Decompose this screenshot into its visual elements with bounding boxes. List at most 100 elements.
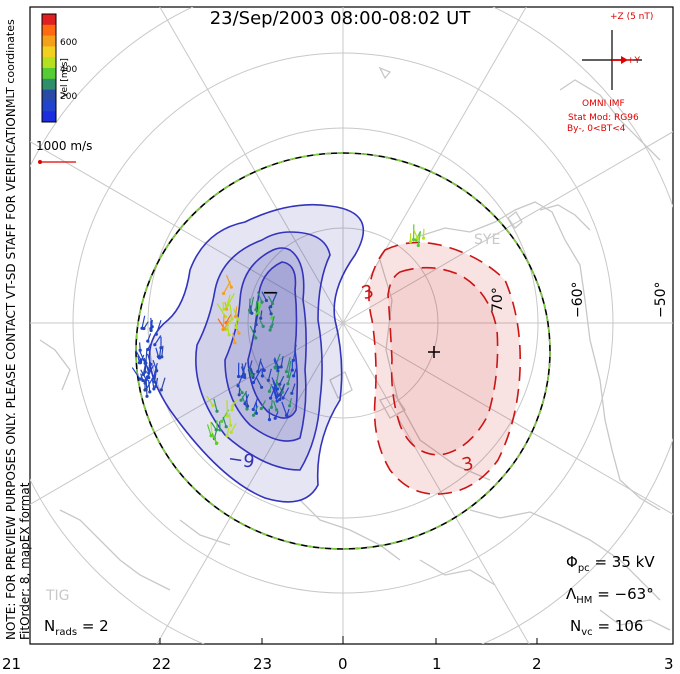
velocity-vector-origin bbox=[237, 393, 241, 397]
velocity-vector-origin bbox=[230, 408, 234, 412]
velocity-vector-origin bbox=[264, 298, 268, 303]
velocity-vector-origin bbox=[224, 307, 229, 311]
nrads-sub: rads bbox=[55, 627, 78, 638]
velocity-vector bbox=[256, 291, 263, 303]
velocity-vector-origin bbox=[269, 325, 273, 329]
velocity-vector bbox=[141, 315, 146, 329]
velocity-vector-origin bbox=[242, 373, 247, 377]
nvc-sub: vc bbox=[581, 627, 593, 638]
velocity-vector-origin bbox=[225, 414, 229, 418]
reference-vector bbox=[38, 160, 76, 164]
mlt-label-22: 22 bbox=[152, 655, 172, 673]
velocity-vector-origin bbox=[153, 343, 157, 347]
preview-notice: NOTE: FOR PREVIEW PURPOSES ONLY. PLEASE … bbox=[4, 104, 18, 640]
velocity-vector-origin bbox=[237, 331, 241, 335]
velocity-vector-origin bbox=[137, 361, 142, 365]
mlt-label-2: 2 bbox=[532, 655, 542, 673]
velocity-vector-origin bbox=[290, 368, 294, 372]
velocity-vector-origin bbox=[267, 389, 271, 393]
velocity-vector-origin bbox=[215, 409, 219, 413]
velocity-vector-origin bbox=[236, 384, 240, 388]
velocity-vector bbox=[282, 387, 290, 399]
velocity-vector-origin bbox=[292, 374, 296, 378]
velocity-vector-origin bbox=[243, 402, 247, 406]
velocity-vector bbox=[222, 416, 227, 427]
velocity-vector bbox=[292, 344, 297, 361]
latitude-label-70: 70° bbox=[490, 287, 506, 312]
velocity-vector bbox=[211, 432, 218, 444]
mlt-label-0: 0 bbox=[338, 655, 348, 673]
coastlines bbox=[39, 66, 671, 631]
velocity-vector-origin bbox=[257, 310, 261, 315]
velocity-vector-origin bbox=[251, 407, 255, 412]
velocity-vector-origin bbox=[276, 369, 280, 373]
velocity-vector bbox=[240, 390, 248, 401]
velocity-vector bbox=[272, 380, 279, 396]
velocity-vector-origin bbox=[416, 243, 420, 248]
velocity-vector-origin bbox=[278, 393, 282, 397]
latitude-label-60: −60° bbox=[570, 281, 586, 318]
mlt-tick-marks bbox=[159, 636, 538, 644]
velocity-vector-origin bbox=[267, 418, 272, 422]
velocity-vector bbox=[280, 356, 284, 368]
colorbar-tick-400: 400 bbox=[60, 65, 78, 75]
velocity-vector-origin bbox=[211, 404, 215, 408]
hm-value: = −63° bbox=[597, 585, 654, 603]
velocity-vector bbox=[287, 360, 292, 377]
velocity-vector-origin bbox=[234, 325, 238, 330]
velocity-vector bbox=[225, 313, 233, 324]
velocity-vector-origin bbox=[269, 405, 273, 409]
reference-vector-label: 1000 m/s bbox=[36, 139, 93, 153]
velocity-vector-origin bbox=[281, 396, 285, 400]
velocity-vector-origin bbox=[421, 236, 426, 240]
potential-sub: pc bbox=[577, 563, 590, 574]
velocity-vector bbox=[241, 363, 246, 375]
velocity-vector bbox=[232, 332, 236, 343]
colorbar-segment bbox=[42, 78, 56, 90]
velocity-vector-origin bbox=[275, 387, 280, 391]
velocity-vector bbox=[228, 413, 232, 426]
velocity-vector bbox=[287, 370, 292, 384]
velocity-vector-origin bbox=[237, 374, 241, 379]
velocity-vector-origin bbox=[224, 425, 228, 429]
hm-sub: HM bbox=[576, 595, 593, 606]
page-title: 23/Sep/2003 08:00-08:02 UT bbox=[209, 8, 471, 29]
velocity-vector-origin bbox=[288, 404, 292, 408]
velocity-vector bbox=[248, 360, 253, 371]
velocity-vector-origin bbox=[412, 238, 416, 242]
velocity-vector bbox=[213, 398, 218, 412]
velocity-vector-origin bbox=[408, 240, 412, 244]
velocity-vector bbox=[161, 345, 164, 357]
contour-label-negative: −9 bbox=[226, 448, 256, 473]
cross-polar-potential: Φpc = 35 kV bbox=[566, 553, 655, 574]
velocity-vector-origin bbox=[233, 341, 237, 345]
velocity-vectors bbox=[131, 224, 426, 445]
velocity-vector-origin bbox=[138, 377, 142, 381]
velocity-vector bbox=[153, 362, 158, 377]
velocity-vector-origin bbox=[270, 316, 274, 320]
velocity-vector-origin bbox=[276, 365, 280, 369]
velocity-vector-origin bbox=[254, 411, 258, 415]
vector-count: Nvc = 106 bbox=[570, 617, 643, 638]
velocity-vector-origin bbox=[233, 315, 237, 319]
velocity-vector-origin bbox=[160, 355, 164, 359]
velocity-vector-origin bbox=[154, 332, 158, 336]
colorbar-segment bbox=[42, 24, 56, 36]
velocity-vector bbox=[217, 318, 225, 330]
colorbar-segment bbox=[42, 89, 56, 101]
imf-z-label: +Z (5 nT) bbox=[610, 12, 654, 22]
velocity-vector-origin bbox=[284, 370, 288, 374]
velocity-vector-origin bbox=[260, 374, 264, 378]
velocity-vector bbox=[135, 350, 142, 361]
fitorder-label: FitOrder: 8, mapEX format bbox=[18, 482, 32, 640]
velocity-vector bbox=[270, 316, 275, 328]
colorbar-tick-600: 600 bbox=[60, 38, 78, 48]
velocity-vector-origin bbox=[138, 348, 142, 352]
velocity-vector bbox=[273, 357, 279, 368]
velocity-vector bbox=[275, 371, 280, 386]
velocity-vector bbox=[131, 367, 141, 380]
velocity-vector bbox=[249, 325, 257, 339]
velocity-vector-origin bbox=[254, 336, 258, 340]
potential-symbol: Φ bbox=[566, 553, 578, 571]
velocity-vector-origin bbox=[251, 413, 256, 417]
